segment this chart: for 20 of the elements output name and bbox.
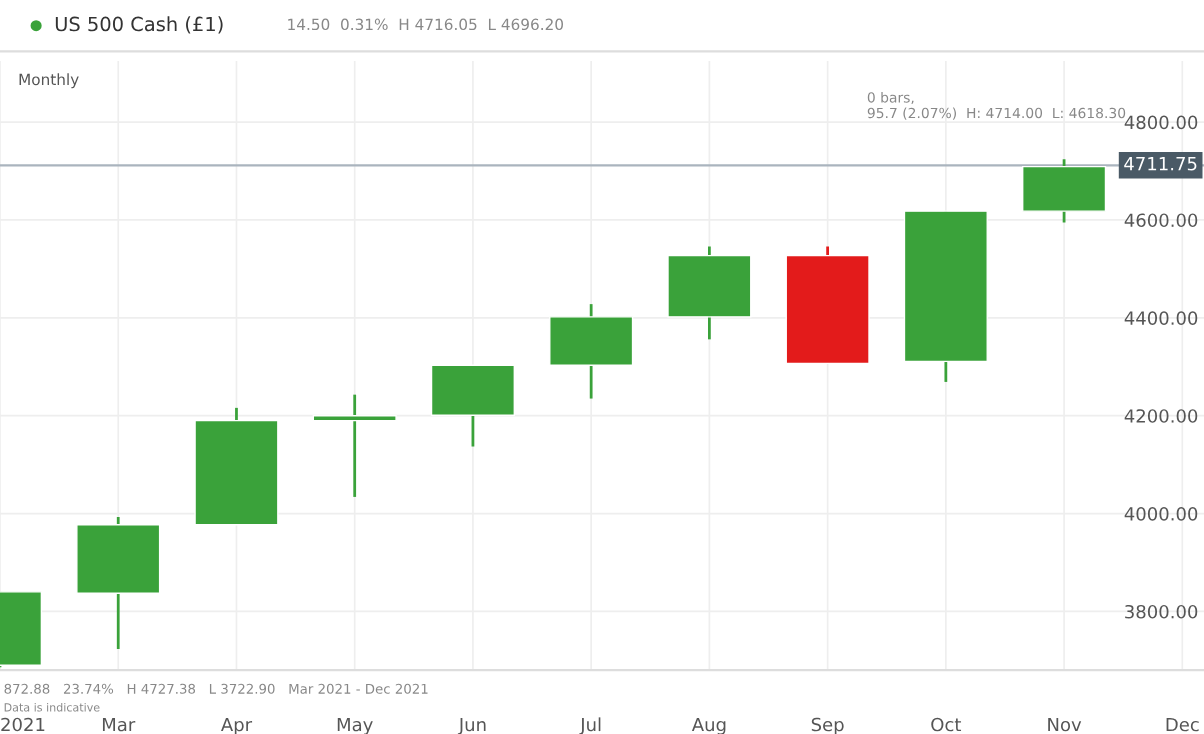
ref-line-label: 4711.75	[1124, 157, 1197, 171]
x-tick-label: 2021	[1, 717, 45, 732]
y-tick-label: 3800.00	[1125, 604, 1198, 619]
x-tick-label: Mar	[102, 717, 136, 732]
x-tick-label: Jun	[457, 717, 486, 734]
chart-title: US 500 Cash (£1)	[55, 16, 223, 34]
x-tick-label: Aug	[691, 717, 726, 734]
y-tick-label: 4400.00	[1124, 311, 1198, 325]
x-tick-label: Oct	[931, 717, 962, 732]
x-tick-label: Nov	[1048, 717, 1082, 732]
y-tick-label: 4600.00	[1124, 213, 1198, 228]
x-tick-label: Apr	[220, 717, 253, 734]
y-tick-label: 4000.00	[1124, 507, 1198, 521]
y-tick-label: 4800.00	[1124, 115, 1198, 130]
x-tick-label: Jul	[579, 717, 601, 734]
x-tick-label: May	[337, 717, 373, 734]
x-tick-label: Sep	[811, 717, 844, 734]
candlestick	[312, 393, 397, 499]
x-tick-label: Dec	[1166, 717, 1199, 732]
y-tick-label: 4200.00	[1124, 409, 1198, 423]
